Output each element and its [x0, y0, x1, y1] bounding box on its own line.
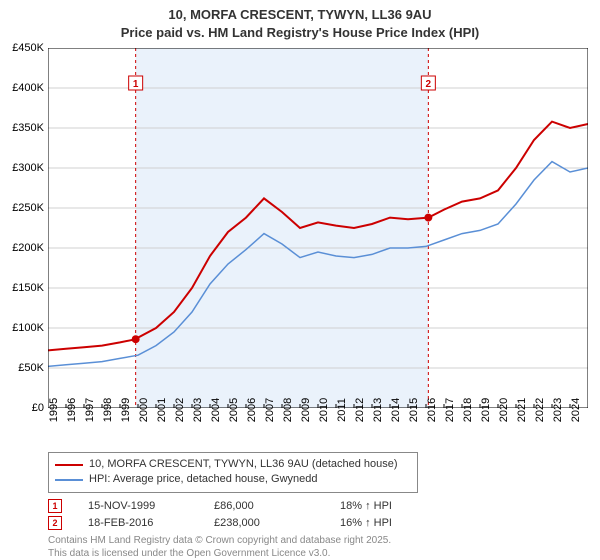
y-tick-label: £150K: [12, 282, 44, 294]
sale-date: 18-FEB-2016: [88, 517, 188, 529]
x-tick-label: 2022: [534, 398, 546, 422]
line-chart: 12: [48, 48, 588, 408]
sale-marker-icon: 2: [48, 516, 62, 530]
x-tick-label: 2005: [228, 398, 240, 422]
sale-marker-icon: 1: [48, 499, 62, 513]
x-tick-label: 2004: [210, 398, 222, 422]
sale-row: 1 15-NOV-1999 £86,000 18% ↑ HPI: [48, 499, 588, 513]
y-tick-label: £200K: [12, 242, 44, 254]
svg-text:2: 2: [426, 79, 432, 90]
sale-row: 2 18-FEB-2016 £238,000 16% ↑ HPI: [48, 516, 588, 530]
legend-label-1: 10, MORFA CRESCENT, TYWYN, LL36 9AU (det…: [89, 457, 398, 472]
legend-label-2: HPI: Average price, detached house, Gwyn…: [89, 472, 318, 487]
x-tick-label: 2021: [516, 398, 528, 422]
sale-delta: 18% ↑ HPI: [340, 500, 440, 512]
title-line-2: Price paid vs. HM Land Registry's House …: [0, 24, 600, 42]
y-tick-label: £300K: [12, 162, 44, 174]
x-tick-label: 2007: [264, 398, 276, 422]
y-tick-label: £400K: [12, 82, 44, 94]
x-tick-label: 2009: [300, 398, 312, 422]
y-tick-label: £100K: [12, 322, 44, 334]
x-tick-label: 2000: [138, 398, 150, 422]
x-tick-label: 2006: [246, 398, 258, 422]
legend-item-1: 10, MORFA CRESCENT, TYWYN, LL36 9AU (det…: [55, 457, 411, 472]
sale-price: £238,000: [214, 517, 314, 529]
x-tick-label: 2012: [354, 398, 366, 422]
x-tick-label: 2011: [336, 398, 348, 422]
legend-and-footer: 10, MORFA CRESCENT, TYWYN, LL36 9AU (det…: [48, 452, 588, 560]
x-tick-label: 1996: [66, 398, 78, 422]
y-tick-label: £350K: [12, 122, 44, 134]
x-tick-label: 2001: [156, 398, 168, 422]
x-tick-label: 2018: [462, 398, 474, 422]
legend-swatch-2: [55, 479, 83, 481]
sale-date: 15-NOV-1999: [88, 500, 188, 512]
chart-area: 12 £0£50K£100K£150K£200K£250K£300K£350K£…: [48, 48, 588, 408]
title-line-1: 10, MORFA CRESCENT, TYWYN, LL36 9AU: [0, 6, 600, 24]
x-tick-label: 2017: [444, 398, 456, 422]
chart-title: 10, MORFA CRESCENT, TYWYN, LL36 9AU Pric…: [0, 0, 600, 41]
x-tick-label: 2008: [282, 398, 294, 422]
legend-item-2: HPI: Average price, detached house, Gwyn…: [55, 472, 411, 487]
attribution: Contains HM Land Registry data © Crown c…: [48, 534, 588, 560]
legend-swatch-1: [55, 464, 83, 466]
x-tick-label: 1997: [84, 398, 96, 422]
x-tick-label: 1998: [102, 398, 114, 422]
attribution-line-1: Contains HM Land Registry data © Crown c…: [48, 534, 588, 547]
svg-text:1: 1: [133, 79, 139, 90]
x-tick-label: 2023: [552, 398, 564, 422]
attribution-line-2: This data is licensed under the Open Gov…: [48, 547, 588, 560]
sale-delta: 16% ↑ HPI: [340, 517, 440, 529]
x-tick-label: 2024: [570, 398, 582, 422]
y-tick-label: £0: [32, 402, 44, 414]
x-tick-label: 2010: [318, 398, 330, 422]
sale-price: £86,000: [214, 500, 314, 512]
x-tick-label: 1999: [120, 398, 132, 422]
chart-container: 10, MORFA CRESCENT, TYWYN, LL36 9AU Pric…: [0, 0, 600, 560]
x-tick-label: 2003: [192, 398, 204, 422]
x-tick-label: 2015: [408, 398, 420, 422]
x-tick-label: 1995: [48, 398, 60, 422]
y-tick-label: £450K: [12, 42, 44, 54]
legend-box: 10, MORFA CRESCENT, TYWYN, LL36 9AU (det…: [48, 452, 418, 493]
x-tick-label: 2016: [426, 398, 438, 422]
sales-table: 1 15-NOV-1999 £86,000 18% ↑ HPI 2 18-FEB-2016…: [48, 499, 588, 530]
y-tick-label: £250K: [12, 202, 44, 214]
x-tick-label: 2013: [372, 398, 384, 422]
x-tick-label: 2020: [498, 398, 510, 422]
x-tick-label: 2019: [480, 398, 492, 422]
x-tick-label: 2002: [174, 398, 186, 422]
y-tick-label: £50K: [18, 362, 44, 374]
x-tick-label: 2014: [390, 398, 402, 422]
